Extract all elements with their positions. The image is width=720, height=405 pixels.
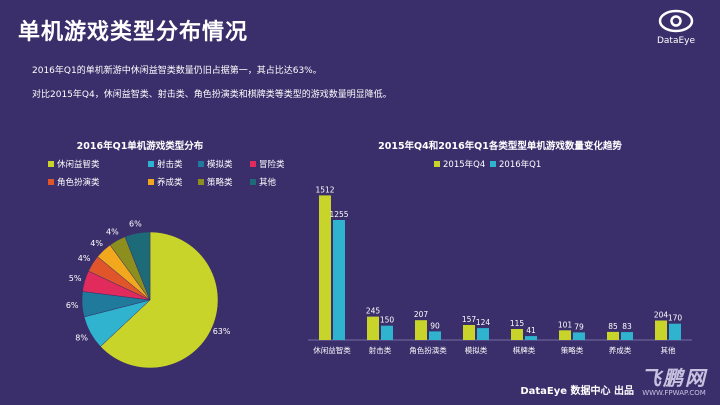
pie-slice-label: 5% [69, 274, 82, 283]
x-tick-label: 策略类 [561, 345, 584, 355]
logo-text: DataEye [656, 36, 696, 46]
pie-legend-item: 角色扮演类 [48, 176, 148, 188]
bar [381, 325, 393, 340]
pie-legend-item: 养成类 [148, 176, 198, 188]
x-tick-label: 模拟类 [465, 345, 488, 355]
legend-label: 2015年Q4 [443, 160, 486, 170]
pie-slice-label: 6% [129, 219, 142, 228]
pie-legend-item: 休闲益智类 [48, 158, 148, 170]
bar-value-label: 115 [510, 319, 525, 328]
pie-slice-label: 8% [75, 334, 88, 343]
bar-value-label: 157 [462, 315, 477, 324]
eye-logo-icon [658, 9, 694, 33]
bar-legend-item: 2016年Q1 [490, 158, 546, 170]
watermark-url: WWW.FPWAP.COM [642, 389, 706, 397]
bar [511, 329, 523, 340]
x-tick-label: 其他 [661, 345, 676, 355]
legend-swatch [490, 161, 496, 167]
x-tick-label: 射击类 [369, 345, 392, 355]
pie-slice-label: 4% [90, 239, 103, 248]
bar-value-label: 204 [654, 311, 669, 320]
legend-label: 射击类 [157, 160, 183, 170]
bar [367, 316, 379, 340]
x-tick-label: 角色扮演类 [409, 345, 447, 355]
bar-value-label: 1255 [329, 210, 348, 219]
x-tick-label: 养成类 [609, 345, 632, 355]
bar-value-label: 207 [414, 310, 429, 319]
pie-chart: 63%8%6%5%4%4%4%6% [66, 219, 231, 369]
legend-swatch [250, 179, 256, 185]
legend-swatch [148, 161, 154, 167]
legend-swatch [434, 161, 440, 167]
legend-swatch [198, 179, 204, 185]
pie-legend-item: 其他 [250, 176, 300, 188]
bar-legend-item: 2015年Q4 [434, 158, 490, 170]
bar-value-label: 101 [558, 320, 573, 329]
legend-label: 冒险类 [259, 160, 285, 170]
pie-slice-label: 6% [66, 301, 79, 310]
description-line-1: 2016年Q1的单机新游中休闲益智类数量仍旧占据第一，其占比达63%。 [32, 66, 322, 76]
bar-value-label: 170 [668, 314, 683, 323]
bar [559, 330, 571, 340]
bar [621, 332, 633, 340]
legend-swatch [48, 161, 54, 167]
bar [573, 332, 585, 340]
legend-swatch [250, 161, 256, 167]
pie-legend-item: 模拟类 [198, 158, 250, 170]
pie-legend: 休闲益智类 射击类 模拟类 冒险类角色扮演类 养成类 策略类 其他 [48, 158, 300, 188]
legend-swatch [148, 179, 154, 185]
bar-value-label: 79 [574, 322, 584, 331]
bar [429, 331, 441, 340]
legend-swatch [198, 161, 204, 167]
watermark: 飞鹏网 WWW.FPWAP.COM [634, 367, 714, 401]
bar [333, 220, 345, 340]
bar-legend: 2015年Q4 2016年Q1 [434, 158, 546, 170]
bar [415, 320, 427, 340]
bar [669, 323, 681, 340]
pie-slice [100, 231, 219, 369]
page-title: 单机游戏类型分布情况 [18, 20, 249, 45]
source-footer: DataEye 数据中心 出品 [520, 386, 634, 397]
bar-value-label: 245 [366, 307, 381, 316]
bar-chart-title: 2015年Q4和2016年Q1各类型型单机游戏数量变化趋势 [378, 141, 622, 152]
logo: DataEye [646, 8, 706, 48]
bar-value-label: 90 [430, 321, 440, 330]
bar [319, 195, 331, 340]
pie-legend-item: 射击类 [148, 158, 198, 170]
legend-label: 模拟类 [207, 160, 233, 170]
legend-label: 休闲益智类 [57, 160, 100, 170]
description-line-2: 对比2015年Q4，休闲益智类、射击类、角色扮演类和棋牌类等类型的游戏数量明显降… [32, 90, 392, 100]
pie-legend-item: 策略类 [198, 176, 250, 188]
legend-label: 2016年Q1 [499, 160, 542, 170]
legend-label: 其他 [259, 178, 277, 188]
bar [525, 336, 537, 340]
bar-value-label: 1512 [315, 185, 334, 194]
pie-slice-label: 63% [213, 327, 231, 336]
bar [607, 331, 619, 340]
bar-value-label: 124 [476, 318, 491, 327]
bar [463, 325, 475, 340]
bar-value-label: 150 [380, 316, 395, 325]
bar [655, 320, 667, 340]
legend-label: 养成类 [157, 178, 183, 188]
legend-label: 角色扮演类 [57, 178, 100, 188]
bar-value-label: 83 [622, 322, 632, 331]
x-tick-label: 棋牌类 [513, 345, 536, 355]
legend-label: 策略类 [207, 178, 233, 188]
bar-value-label: 41 [526, 326, 536, 335]
watermark-main: 飞鹏网 [641, 366, 707, 390]
x-tick-label: 休闲益智类 [313, 345, 351, 355]
pie-slice [124, 231, 151, 301]
pie-slice-label: 4% [78, 254, 91, 263]
bar-value-label: 85 [608, 322, 618, 331]
pie-chart-title: 2016年Q1单机游戏类型分布 [76, 141, 204, 152]
bar [477, 328, 489, 340]
pie-legend-item: 冒险类 [250, 158, 300, 170]
legend-swatch [48, 179, 54, 185]
pie-slice-label: 4% [106, 228, 119, 237]
